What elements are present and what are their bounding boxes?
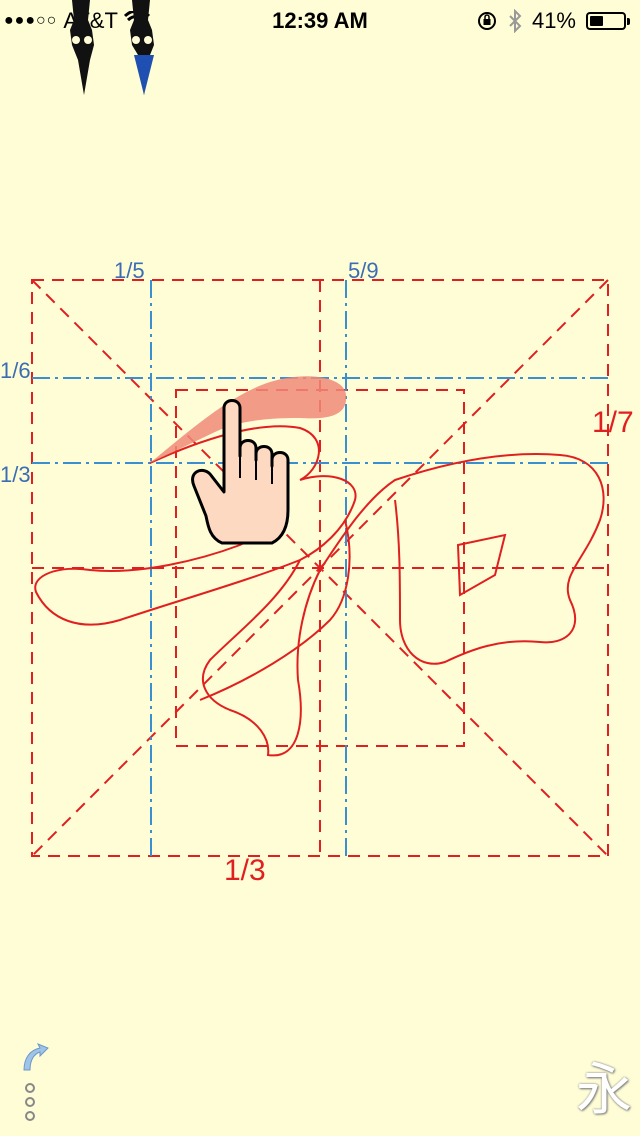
blue-brush-icon[interactable] bbox=[130, 0, 154, 95]
battery-fill bbox=[590, 16, 603, 26]
red-grid bbox=[31, 279, 609, 857]
black-brush-icon[interactable] bbox=[70, 0, 94, 95]
status-right: 41% bbox=[476, 8, 630, 34]
back-menu-button[interactable] bbox=[14, 1040, 54, 1130]
status-bar: ●●●○○ AT&T 12:39 AM 41% bbox=[0, 0, 640, 40]
back-arrow-icon[interactable] bbox=[23, 1043, 49, 1071]
menu-dot-icon bbox=[25, 1111, 35, 1121]
clock: 12:39 AM bbox=[272, 8, 368, 33]
signal-dots-icon: ●●●○○ bbox=[4, 12, 58, 29]
bluetooth-icon bbox=[509, 9, 522, 33]
label-right: 1/7 bbox=[592, 406, 634, 439]
label-bottom: 1/3 bbox=[224, 854, 266, 887]
label-left-lower: 1/3 bbox=[0, 462, 31, 487]
menu-dot-icon bbox=[25, 1083, 35, 1093]
rotation-lock-icon bbox=[477, 12, 496, 30]
battery-percent: 41% bbox=[531, 8, 576, 33]
app-logo[interactable]: 永 bbox=[576, 1058, 632, 1123]
pointer-hand-icon bbox=[191, 399, 290, 545]
label-top-right: 5/9 bbox=[348, 258, 379, 283]
label-top-left: 1/5 bbox=[114, 258, 145, 283]
character-outline bbox=[34, 425, 605, 757]
battery-icon bbox=[586, 12, 630, 30]
brush-selector[interactable] bbox=[64, 0, 174, 100]
label-left-upper: 1/6 bbox=[0, 358, 31, 383]
menu-dot-icon bbox=[25, 1097, 35, 1107]
highlighted-stroke bbox=[150, 376, 347, 463]
